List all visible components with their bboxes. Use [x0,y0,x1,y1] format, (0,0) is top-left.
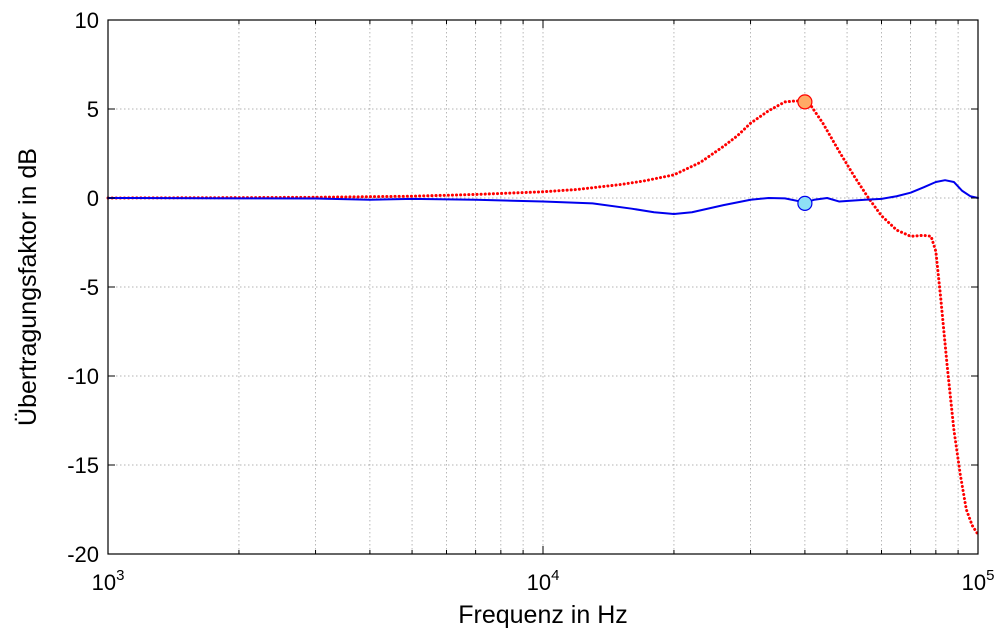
series-line-2 [107,179,979,216]
y-tick-label: -15 [67,453,99,478]
y-tick-label: 5 [87,97,99,122]
y-tick-label: -10 [67,364,99,389]
y-tick-labels: 10 5 0 -5 -10 -15 -20 [67,8,978,567]
x-tick-label: 105 [962,567,995,595]
y-tick-label: 0 [87,186,99,211]
y-tick-label: 10 [75,8,99,33]
x-tick-labels: 103 104 105 [92,20,995,595]
series-layer [106,99,980,536]
y-axis-label: Übertragungsfaktor in dB [14,148,42,426]
grid [108,20,978,554]
x-axis-label: Frequenz in Hz [458,601,628,629]
marker-layer [797,94,813,211]
y-tick-label: -20 [67,542,99,567]
x-tick-label: 103 [92,567,125,595]
x-tick-label: 104 [527,567,560,595]
marker-point-1 [797,94,813,110]
y-tick-label: -5 [79,275,99,300]
series-line-1 [106,99,980,536]
marker-point-2 [797,195,813,211]
